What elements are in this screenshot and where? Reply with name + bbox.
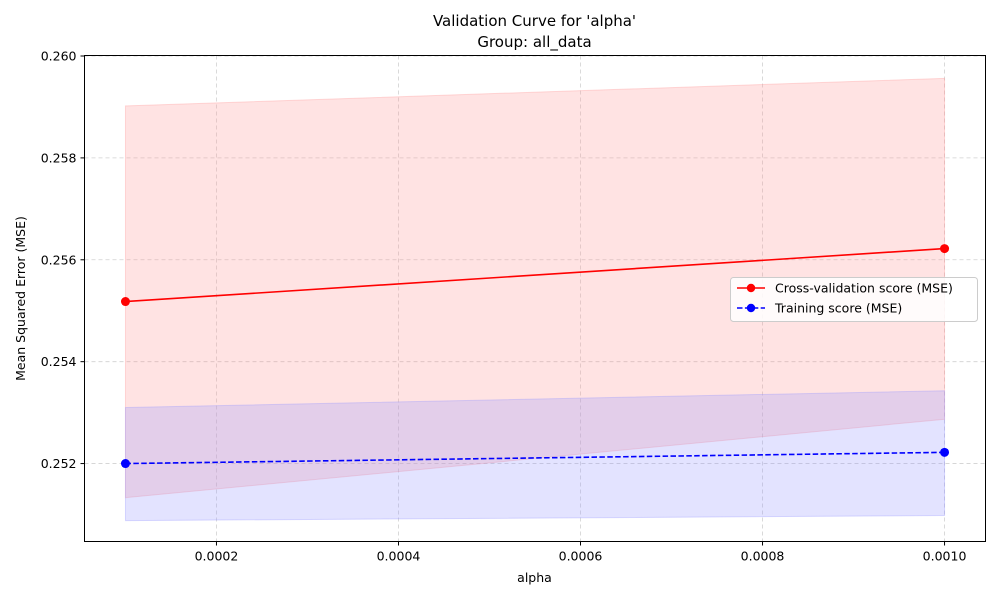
chart-subtitle: Group: all_data [477,33,591,52]
legend-box [730,277,978,322]
x-axis-ticks: 0.0002 0.0004 0.0006 0.0008 0.0010 [195,541,967,564]
chart-title: Validation Curve for 'alpha' [433,12,636,30]
data-point-training [940,447,950,457]
data-point-cross-validation [120,297,130,307]
x-tick-label: 0.0010 [923,549,967,564]
y-tick-label: 0.258 [41,150,77,165]
y-tick-label: 0.252 [41,456,77,471]
x-tick-label: 0.0002 [195,549,239,564]
y-tick-label: 0.254 [41,354,77,369]
y-tick-label: 0.256 [41,252,77,267]
y-axis-ticks: 0.252 0.254 0.256 0.258 0.260 [41,49,85,471]
legend-label-training: Training score (MSE) [774,301,902,316]
legend-marker-training [746,303,756,313]
confidence-band-training [124,390,946,522]
x-tick-label: 0.0006 [559,549,603,564]
confidence-band-cross-validation [124,77,946,499]
x-tick-label: 0.0008 [741,549,785,564]
series-line-training [125,451,945,465]
plot-area-frame [84,55,986,542]
data-point-cross-validation [940,244,950,254]
x-tick-label: 0.0004 [377,549,421,564]
data-point-training [120,459,130,469]
confidence-bands [124,77,946,522]
legend-marker-cross-validation [746,283,756,293]
legend-label-cross-validation: Cross-validation score (MSE) [775,281,953,296]
y-tick-label: 0.260 [41,49,77,64]
x-axis-title: alpha [517,570,552,585]
grid [84,55,986,542]
series-line-cross-validation [125,247,945,303]
legend: Cross-validation score (MSE) Training sc… [730,277,978,322]
y-axis-title: Mean Squared Error (MSE) [13,216,28,381]
series-lines [120,244,950,469]
